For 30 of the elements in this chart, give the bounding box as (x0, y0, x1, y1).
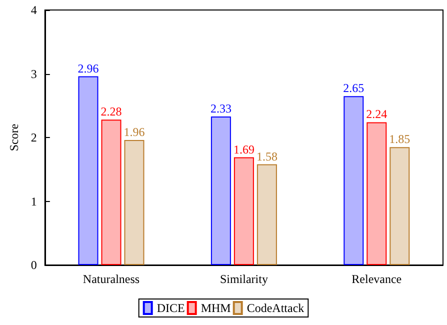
legend-label: MHM (200, 301, 232, 315)
legend-label: CodeAttack (246, 301, 304, 315)
data-label: 2.24 (366, 107, 388, 122)
bar (344, 96, 364, 265)
bar (210, 116, 231, 265)
legend-label: DICE (156, 301, 185, 315)
y-axis-title: Score (7, 124, 21, 152)
bar (234, 157, 254, 265)
y-tick-label: 4 (30, 3, 37, 17)
x-tick-label: Similarity (220, 272, 268, 286)
data-label: 2.96 (78, 61, 99, 76)
bar (256, 164, 277, 265)
data-label: 2.33 (210, 101, 232, 116)
data-label: 1.58 (256, 149, 278, 164)
bar (124, 140, 144, 265)
y-tick-label: 3 (30, 66, 37, 81)
bar (78, 76, 98, 265)
data-label: 1.85 (389, 132, 410, 146)
data-label: 1.69 (233, 142, 254, 156)
data-label: 2.65 (343, 81, 364, 96)
data-label: 1.96 (124, 125, 145, 140)
bar (366, 122, 387, 265)
x-tick-label: Naturalness (82, 272, 140, 286)
y-tick-label: 2 (30, 130, 37, 144)
y-tick-label: 0 (30, 258, 37, 272)
x-tick-label: Relevance (352, 272, 402, 286)
bar (390, 147, 410, 265)
data-label: 2.28 (100, 104, 122, 119)
bar (101, 120, 122, 265)
y-tick-label: 1 (30, 194, 37, 208)
